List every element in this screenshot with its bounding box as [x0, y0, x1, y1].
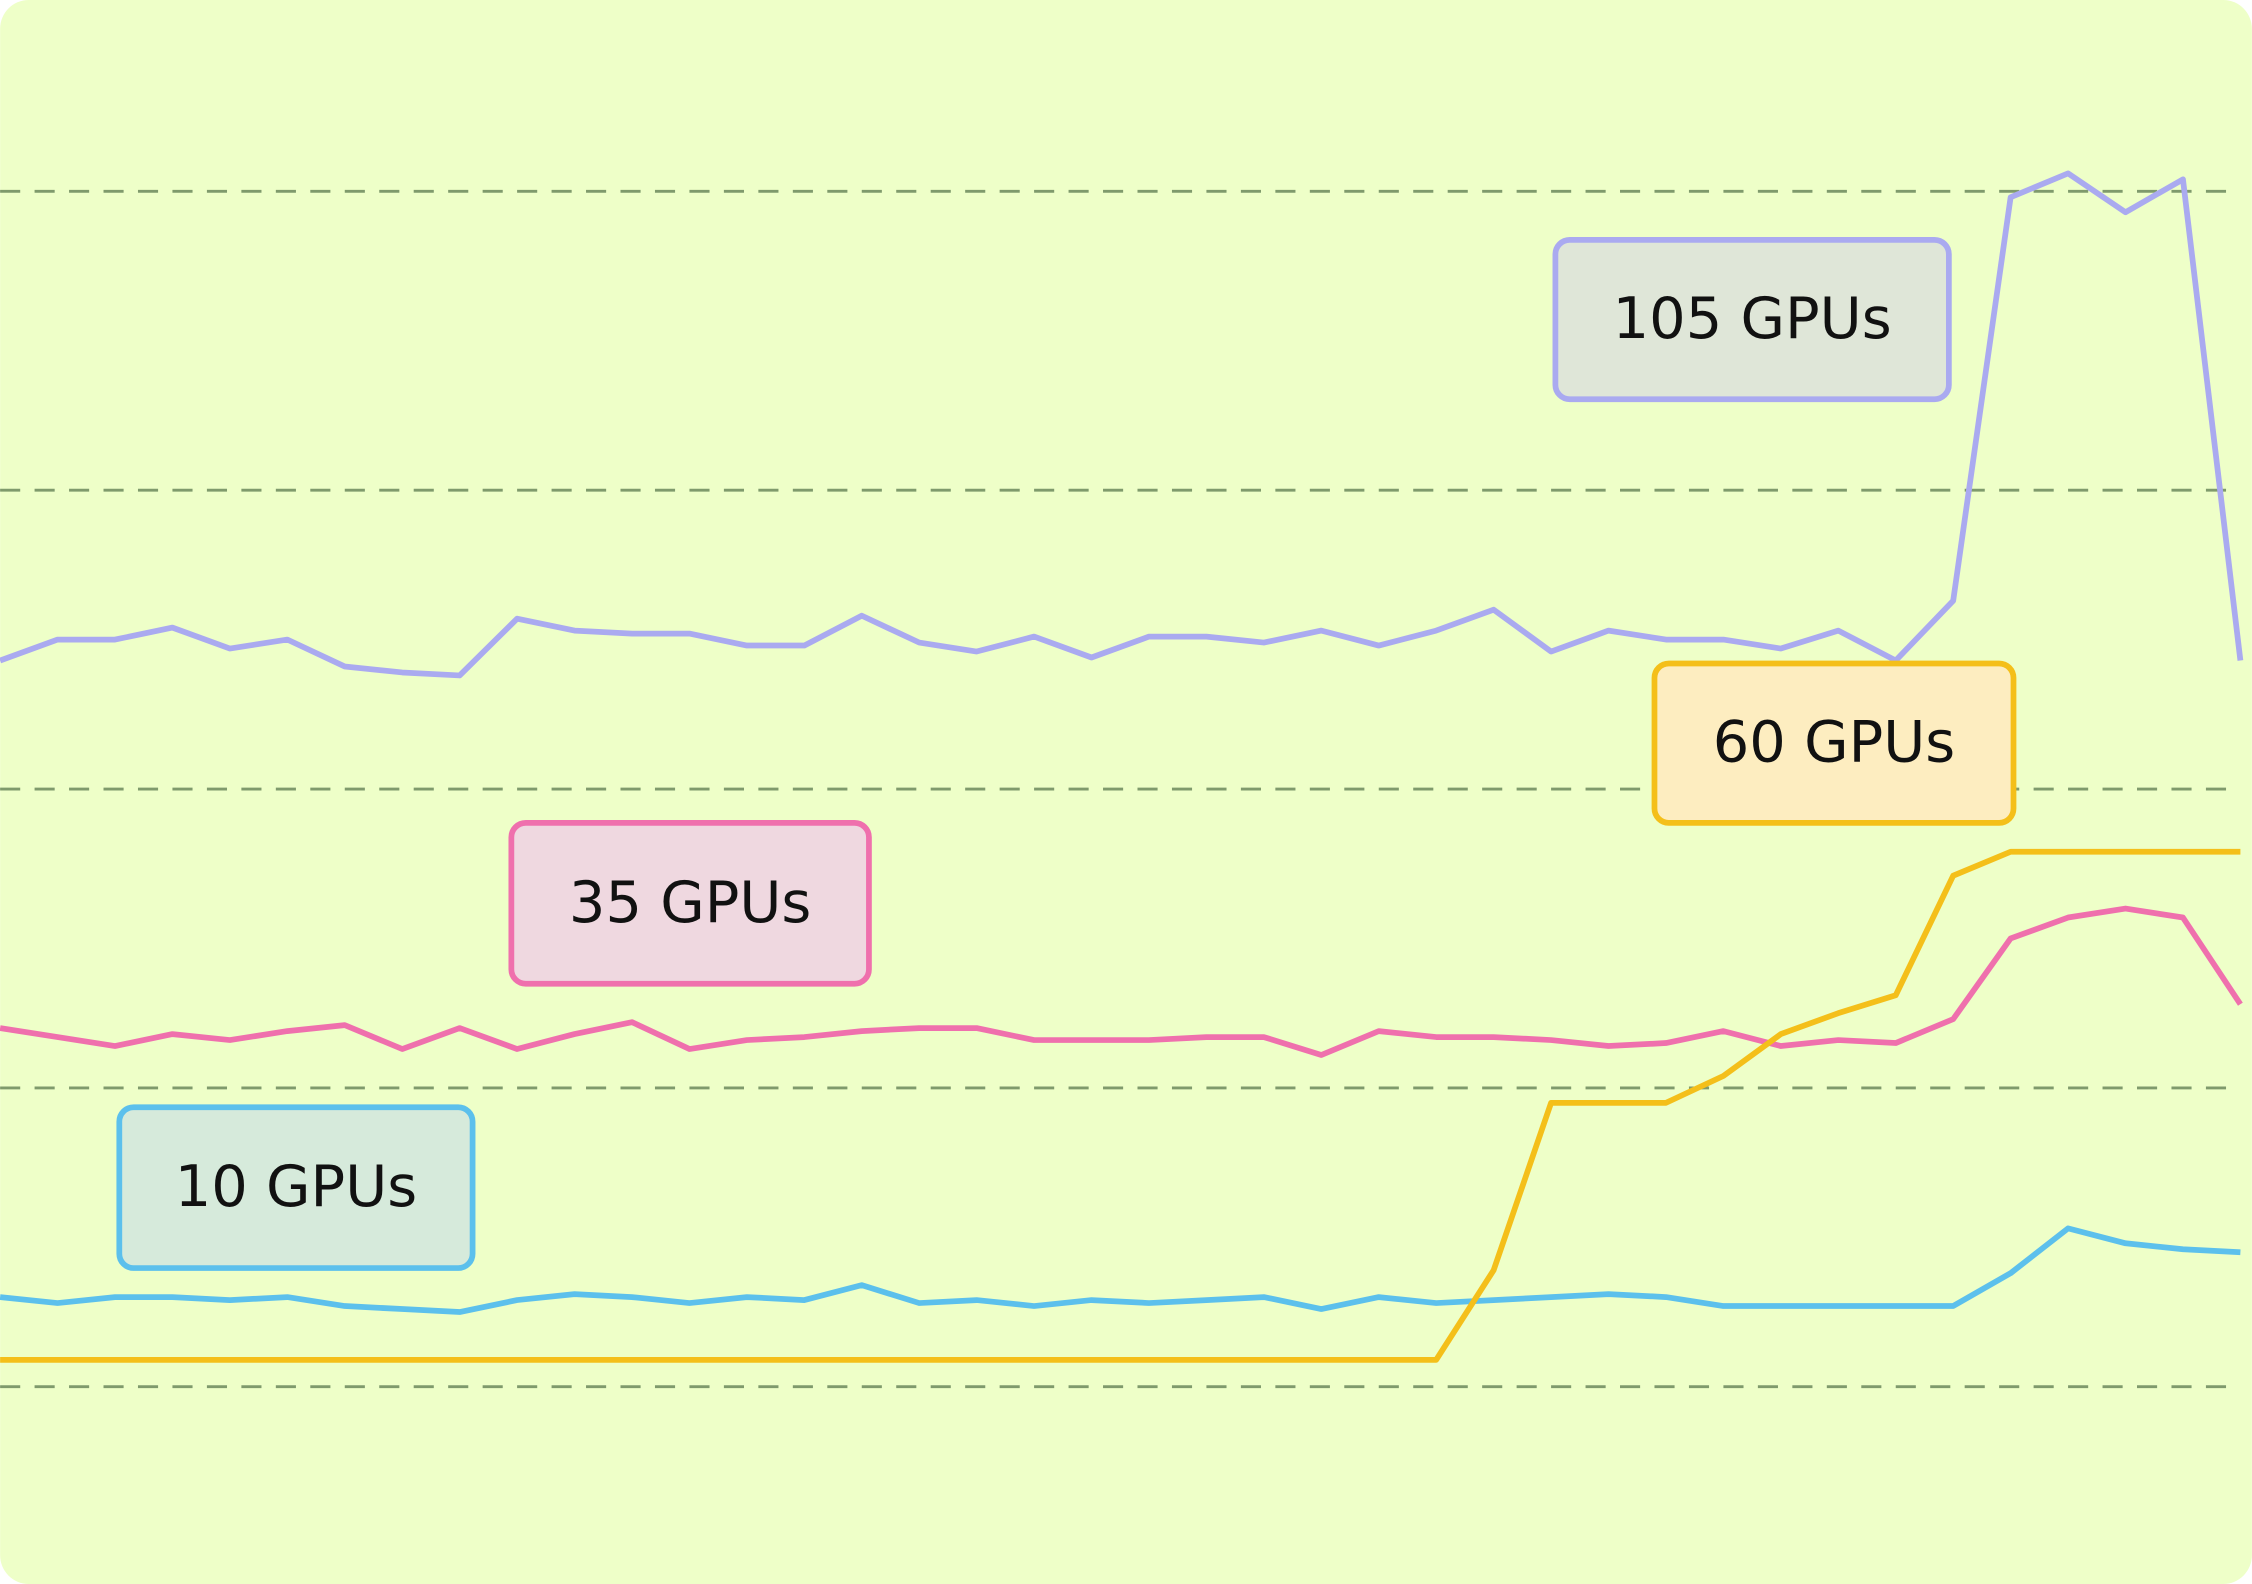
legend-box: [1552, 236, 1952, 403]
legend-box: [116, 1104, 476, 1271]
legend-label: 60 GPUs: [1713, 709, 1955, 776]
series-line: [0, 905, 2243, 1058]
series-line: [0, 848, 2241, 1363]
legend-box: [1651, 660, 2017, 826]
legend-label: 105 GPUs: [1613, 285, 1892, 352]
legend-label: 10 GPUs: [175, 1153, 417, 1220]
series-line: [0, 170, 2244, 679]
legend-box: [508, 820, 872, 987]
series-line: [0, 1225, 2241, 1315]
legend-label: 35 GPUs: [569, 869, 811, 936]
